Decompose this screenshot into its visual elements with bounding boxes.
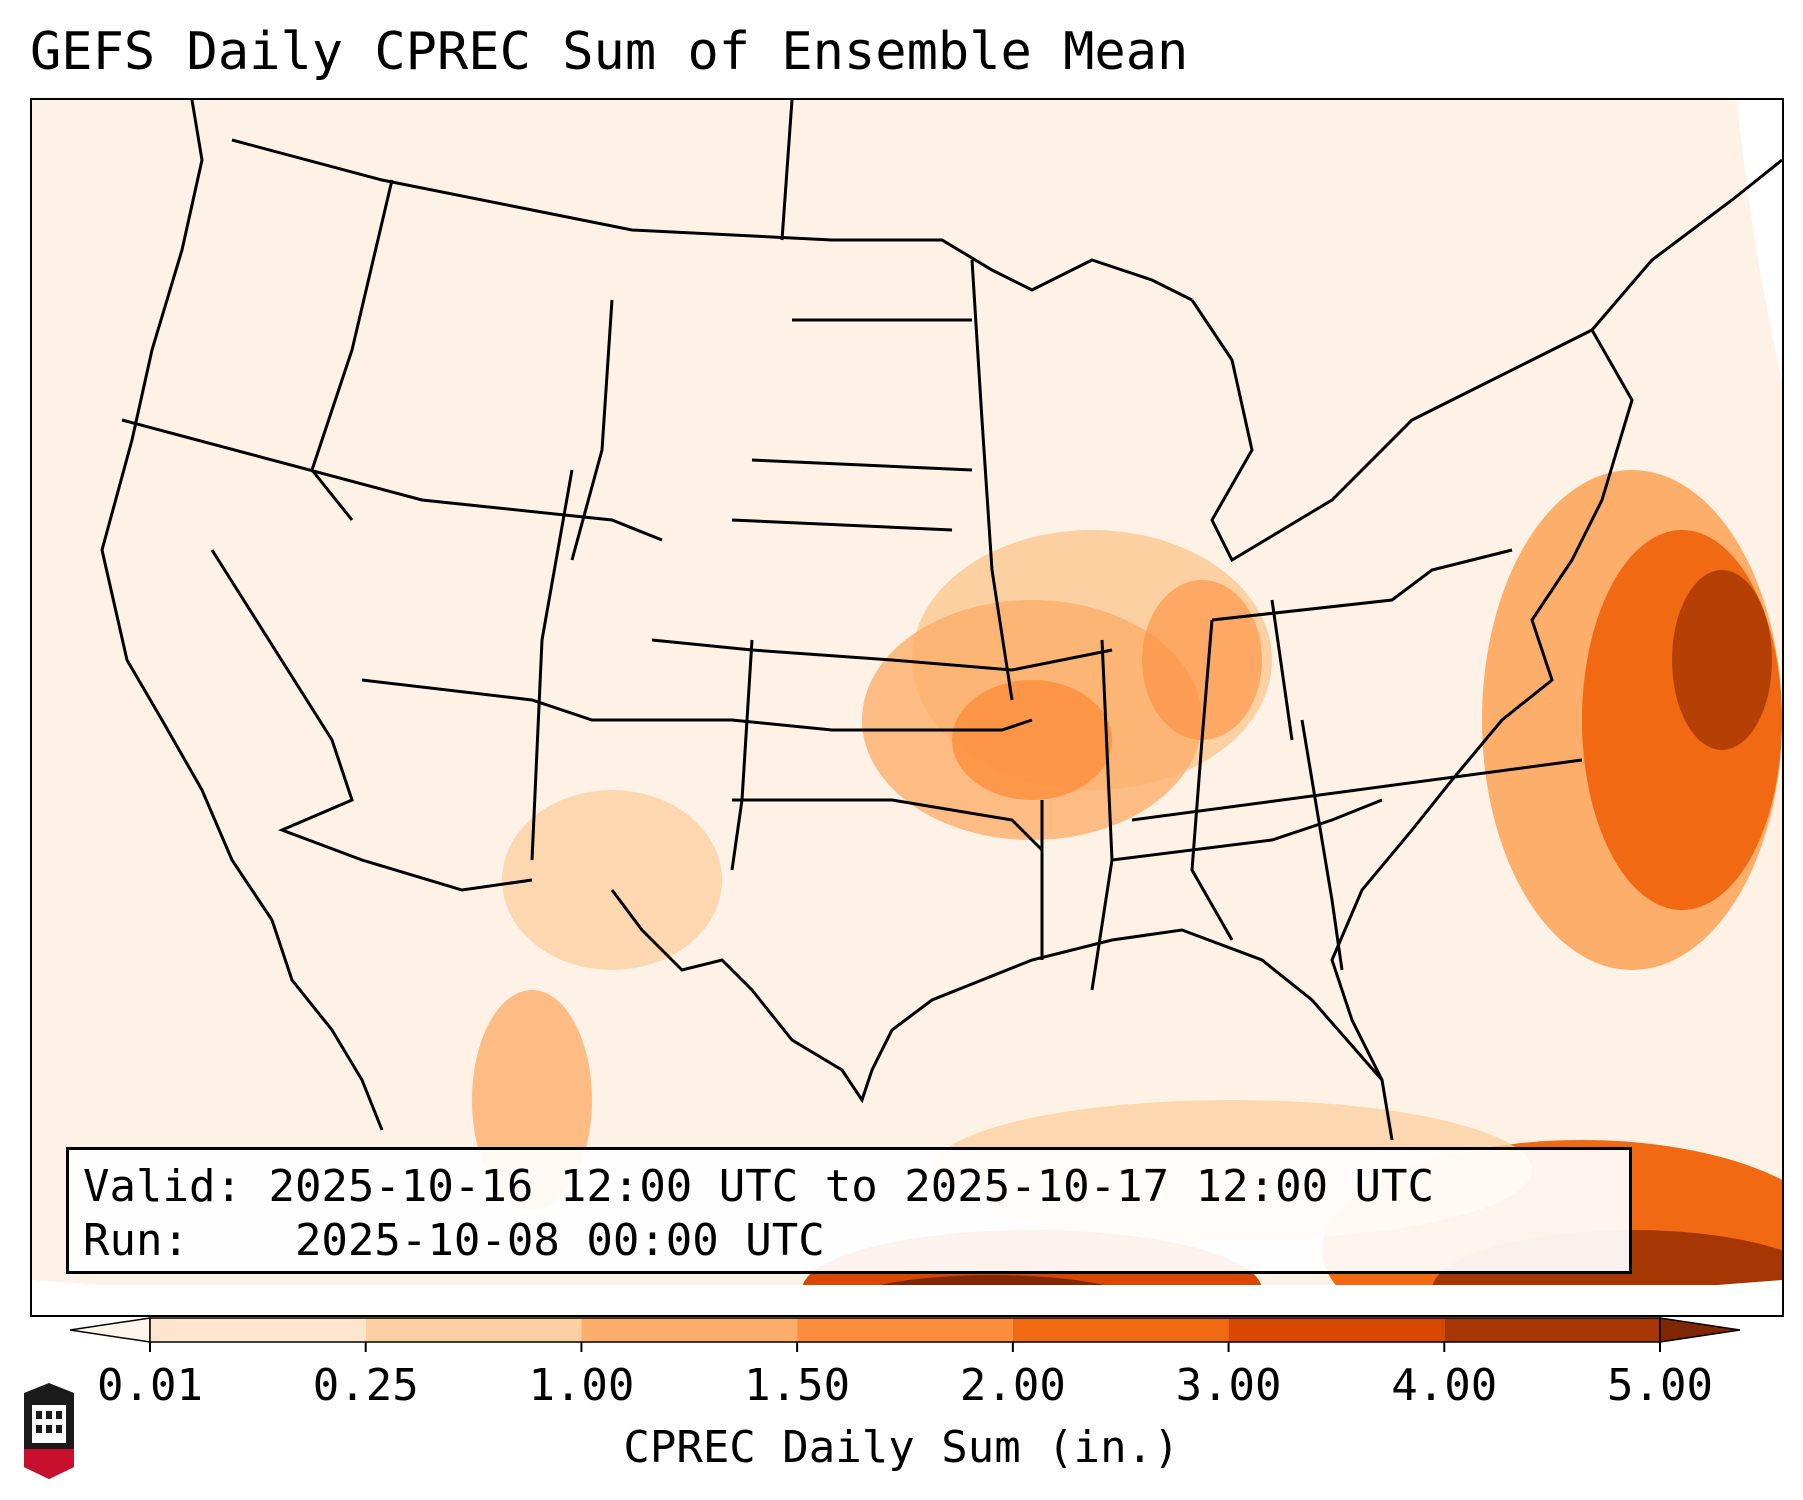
- niu-logo: [24, 1383, 74, 1479]
- colorbar-segment: [150, 1318, 366, 1342]
- colorbar-tick-label: 0.25: [312, 1360, 419, 1411]
- colorbar-segment: [365, 1318, 582, 1342]
- colorbar-extend-low: [70, 1317, 151, 1343]
- colorbar-tick-label: 1.50: [744, 1360, 851, 1411]
- precipitation-map: [30, 98, 1784, 1317]
- colorbar-segment: [581, 1318, 798, 1342]
- validity-info-box: Valid: 2025-10-16 12:00 UTC to 2025-10-1…: [66, 1147, 1632, 1274]
- colorbar: [70, 1317, 1740, 1352]
- colorbar-tick-label: 5.00: [1607, 1360, 1713, 1411]
- colorbar-segment: [797, 1318, 1013, 1342]
- colorbar-extend-high: [1659, 1317, 1740, 1343]
- colorbar-tick-label: 2.00: [959, 1360, 1066, 1411]
- state-borders: [100, 100, 1782, 1141]
- colorbar-segment: [1012, 1318, 1229, 1342]
- colorbar-segment: [1444, 1318, 1660, 1342]
- map-canvas: [32, 100, 1782, 1315]
- colorbar-outline: [149, 1317, 1661, 1343]
- colorbar-tick-label: 0.01: [97, 1360, 203, 1411]
- run-label: Run:: [83, 1215, 189, 1266]
- colorbar-segment: [1228, 1318, 1445, 1342]
- map-title: GEFS Daily CPREC Sum of Ensemble Mean: [30, 22, 1189, 82]
- colorbar-tick-label: 1.00: [528, 1360, 635, 1411]
- colorbar-tick-label: 3.00: [1175, 1360, 1282, 1411]
- colorbar-tick-label: 4.00: [1391, 1360, 1498, 1411]
- run-time: 2025-10-08 00:00 UTC: [294, 1215, 825, 1266]
- valid-time: 2025-10-16 12:00 UTC to 2025-10-17 12:00…: [268, 1161, 1435, 1212]
- valid-label: Valid:: [83, 1161, 242, 1212]
- colorbar-label: CPREC Daily Sum (in.): [623, 1422, 1180, 1473]
